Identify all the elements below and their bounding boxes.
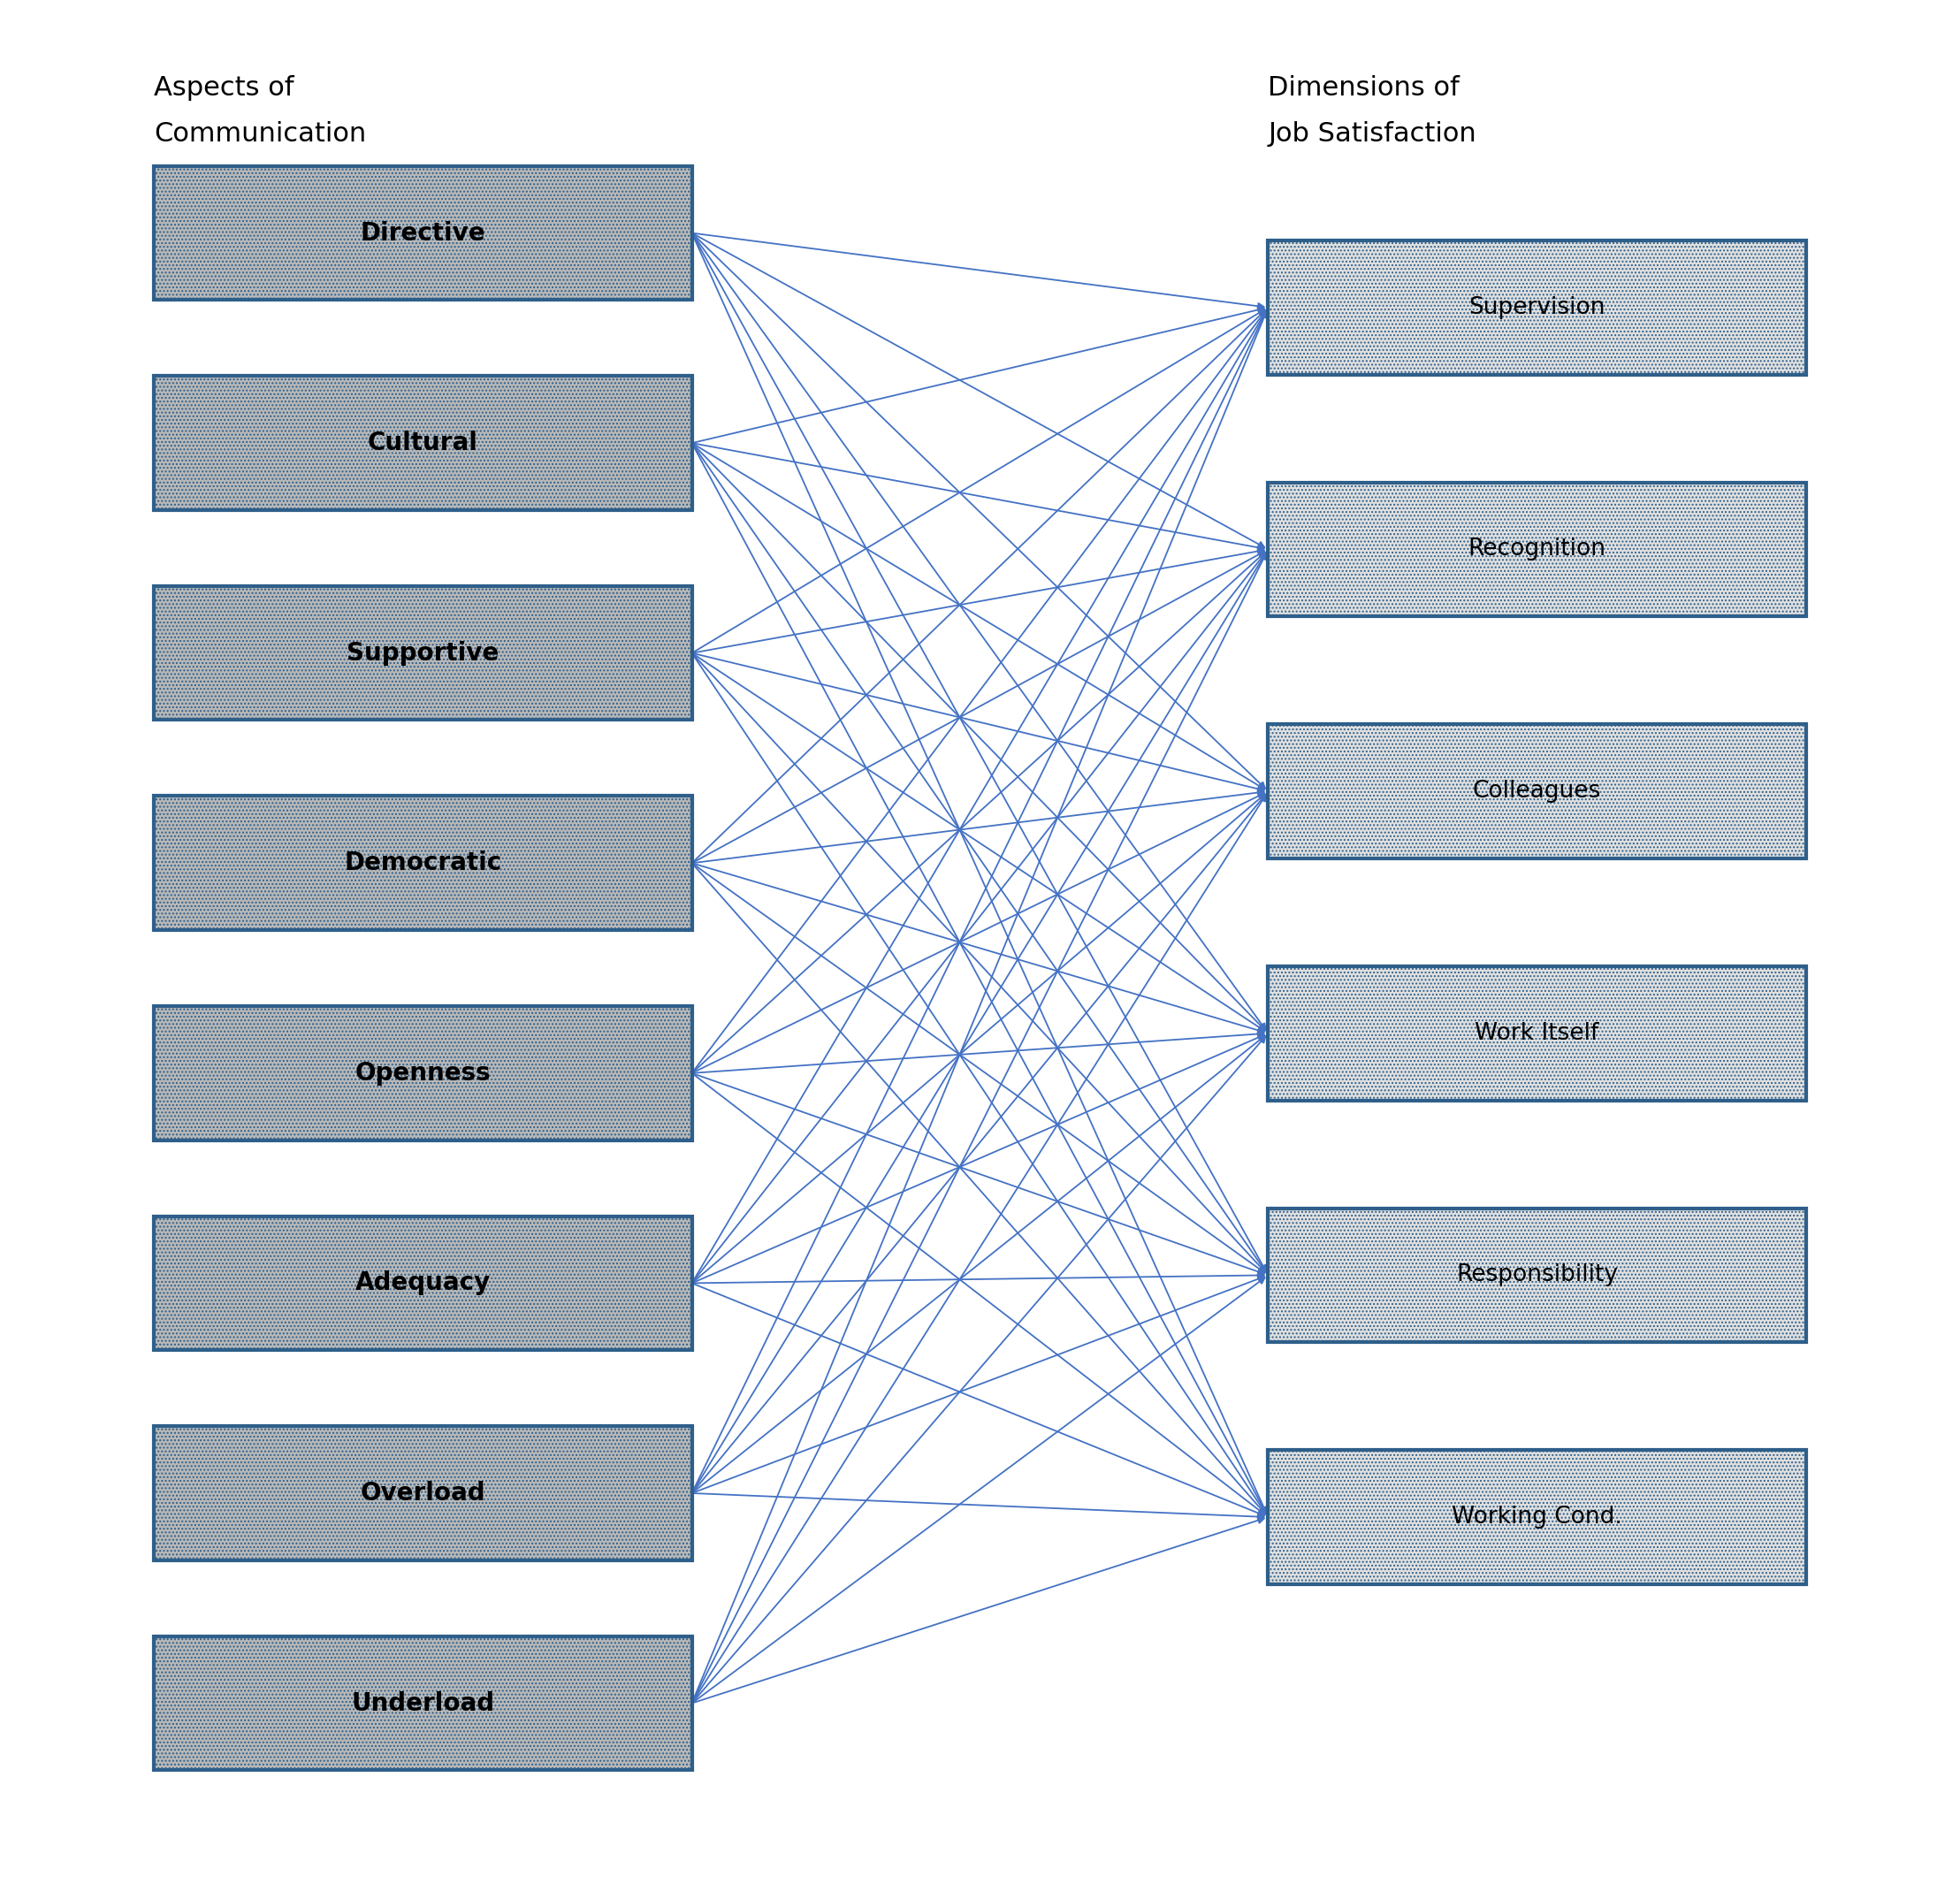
Text: Dimensions of: Dimensions of xyxy=(1268,74,1460,101)
Text: Aspects of: Aspects of xyxy=(155,74,294,101)
FancyBboxPatch shape xyxy=(155,1006,692,1139)
Text: Supervision: Supervision xyxy=(1468,296,1605,319)
Text: Adequacy: Adequacy xyxy=(355,1270,490,1295)
FancyBboxPatch shape xyxy=(1268,1208,1805,1343)
FancyBboxPatch shape xyxy=(155,165,692,300)
FancyBboxPatch shape xyxy=(155,796,692,931)
FancyBboxPatch shape xyxy=(1268,241,1805,374)
Text: Working Cond.: Working Cond. xyxy=(1452,1506,1623,1529)
Text: Cultural: Cultural xyxy=(368,431,478,456)
FancyBboxPatch shape xyxy=(155,1215,692,1350)
FancyBboxPatch shape xyxy=(1268,967,1805,1100)
Text: Democratic: Democratic xyxy=(345,851,502,875)
Text: Responsibility: Responsibility xyxy=(1456,1263,1617,1288)
FancyBboxPatch shape xyxy=(1268,1451,1805,1584)
Text: Job Satisfaction: Job Satisfaction xyxy=(1268,122,1476,146)
FancyBboxPatch shape xyxy=(155,376,692,511)
Text: Openness: Openness xyxy=(355,1062,490,1086)
Text: Overload: Overload xyxy=(361,1481,486,1506)
FancyBboxPatch shape xyxy=(155,1637,692,1770)
FancyBboxPatch shape xyxy=(155,587,692,720)
FancyBboxPatch shape xyxy=(1268,724,1805,858)
Text: Communication: Communication xyxy=(155,122,367,146)
Text: Colleagues: Colleagues xyxy=(1472,780,1601,803)
FancyBboxPatch shape xyxy=(1268,482,1805,617)
Text: Directive: Directive xyxy=(361,220,486,245)
Text: Supportive: Supportive xyxy=(347,640,500,665)
Text: Work Itself: Work Itself xyxy=(1476,1022,1599,1044)
FancyBboxPatch shape xyxy=(155,1426,692,1561)
Text: Recognition: Recognition xyxy=(1468,537,1605,560)
Text: Underload: Underload xyxy=(351,1690,494,1715)
